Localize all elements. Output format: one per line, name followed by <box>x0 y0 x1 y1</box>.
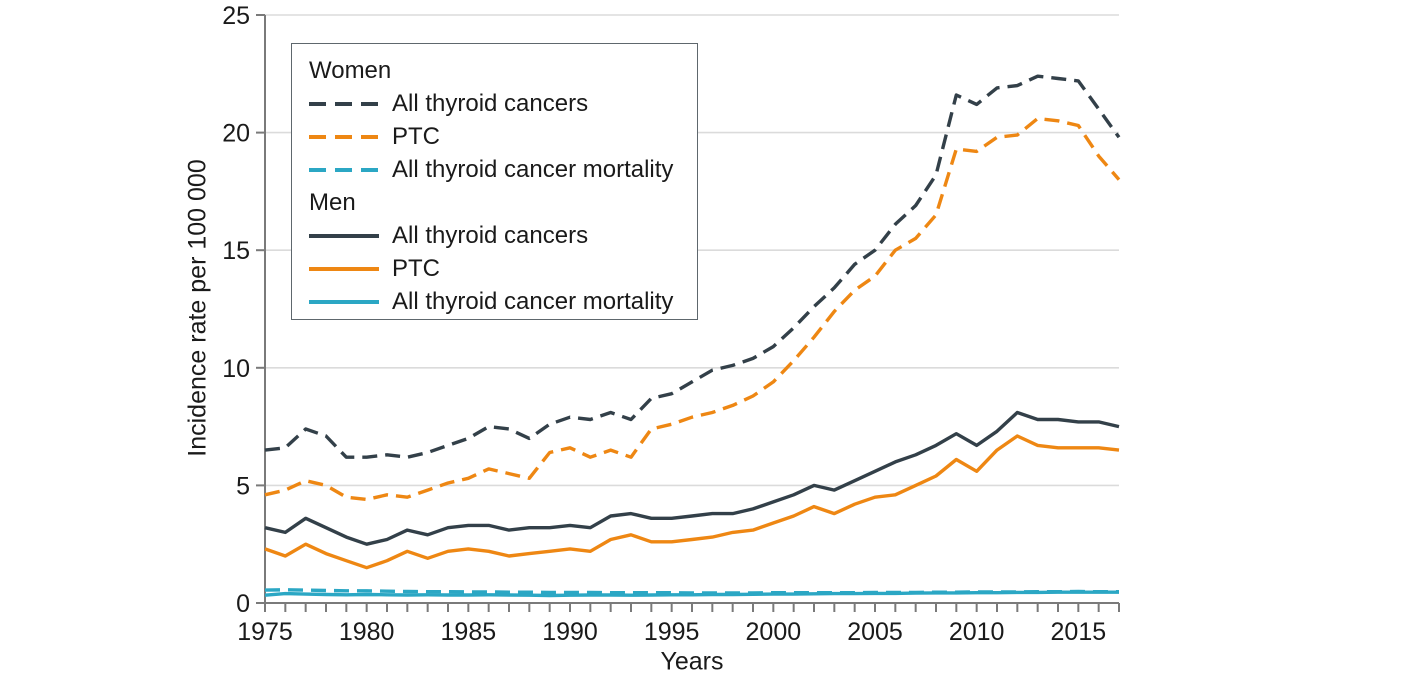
svg-text:2010: 2010 <box>949 618 1005 646</box>
legend-group-women: Women <box>309 56 392 84</box>
svg-text:1980: 1980 <box>339 618 395 646</box>
svg-text:15: 15 <box>222 237 250 265</box>
solid-teal-line-swatch-icon <box>309 299 379 304</box>
svg-text:5: 5 <box>236 472 250 500</box>
dashed-dark-line-swatch-icon <box>309 101 379 106</box>
legend-item-men-ptc: PTC <box>309 252 697 285</box>
legend-item-women-mortality: All thyroid cancer mortality <box>309 153 697 186</box>
legend-label: PTC <box>392 122 440 150</box>
svg-text:2005: 2005 <box>847 618 903 646</box>
svg-text:10: 10 <box>222 355 250 383</box>
svg-text:1995: 1995 <box>644 618 700 646</box>
legend-label: All thyroid cancer mortality <box>392 155 674 183</box>
svg-text:1990: 1990 <box>542 618 598 646</box>
legend-item-men-mortality: All thyroid cancer mortality <box>309 285 697 318</box>
svg-text:1985: 1985 <box>441 618 497 646</box>
svg-text:25: 25 <box>222 2 250 30</box>
legend-group-men: Men <box>309 188 356 216</box>
legend-label: All thyroid cancers <box>392 221 589 249</box>
legend-item-men-all-thyroid-cancers: All thyroid cancers <box>309 219 697 252</box>
svg-text:1975: 1975 <box>237 618 293 646</box>
svg-text:2000: 2000 <box>746 618 802 646</box>
dashed-orange-line-swatch-icon <box>309 134 379 139</box>
x-axis-title: Years <box>660 647 724 676</box>
solid-orange-line-swatch-icon <box>309 266 379 271</box>
solid-dark-line-swatch-icon <box>309 233 379 238</box>
legend-item-women-all-thyroid-cancers: All thyroid cancers <box>309 87 697 120</box>
legend-label: All thyroid cancers <box>392 89 589 117</box>
svg-text:2015: 2015 <box>1051 618 1107 646</box>
legend-label: All thyroid cancer mortality <box>392 287 674 315</box>
legend: Women All thyroid cancers PTC All thyroi… <box>291 43 698 320</box>
legend-item-women-ptc: PTC <box>309 120 697 153</box>
svg-text:0: 0 <box>236 590 250 618</box>
dashed-teal-line-swatch-icon <box>309 167 379 172</box>
y-axis-title: Incidence rate per 100 000 <box>183 159 212 457</box>
svg-text:20: 20 <box>222 120 250 148</box>
legend-label: PTC <box>392 254 440 282</box>
